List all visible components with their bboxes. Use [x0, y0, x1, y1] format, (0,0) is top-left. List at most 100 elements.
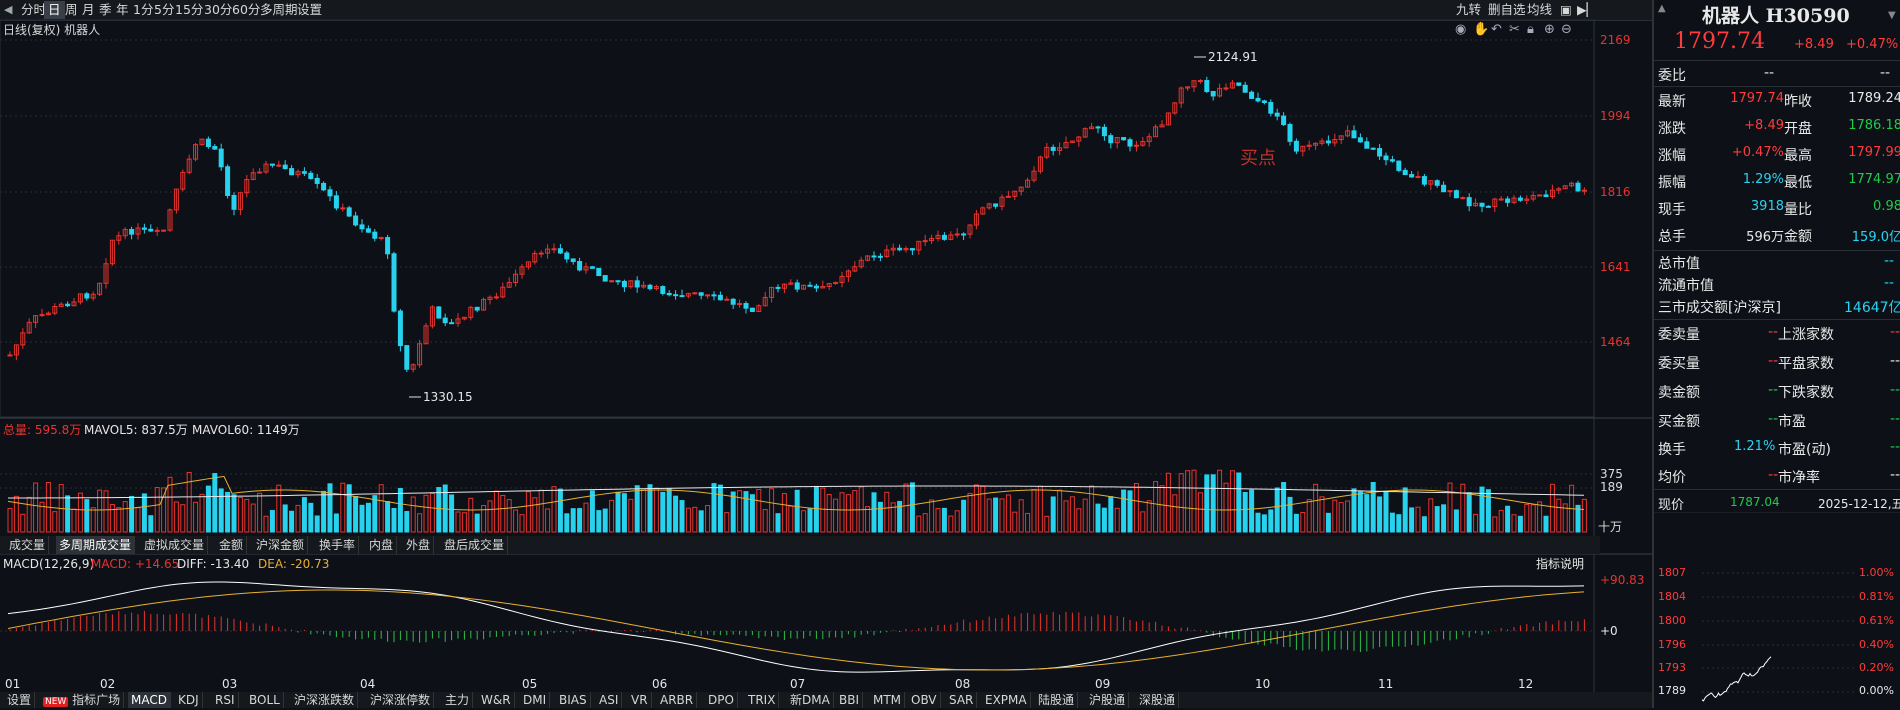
- tab-virtual-volume[interactable]: 虚拟成交量: [141, 536, 209, 554]
- tab-after-hours-volume[interactable]: 盘后成交量: [441, 536, 509, 554]
- triangle-up-icon[interactable]: ▲: [1658, 3, 1666, 14]
- candle-body: [948, 234, 954, 240]
- tab-new-dma[interactable]: 新DMA: [787, 692, 834, 708]
- volume-total-legend: 总量: 595.8万: [3, 423, 81, 437]
- candle-body: [1108, 135, 1114, 144]
- candle-body: [634, 280, 640, 288]
- tab-bbi[interactable]: BBI: [836, 692, 864, 708]
- volume-bar: [39, 501, 45, 533]
- candle-body: [1229, 82, 1235, 89]
- tab-quarterly[interactable]: 季: [99, 2, 112, 17]
- candle-body: [993, 203, 999, 207]
- triangle-down-icon[interactable]: ▼: [1888, 10, 1896, 21]
- zoom-in-icon[interactable]: ⊕: [1544, 22, 1555, 37]
- tab-sar[interactable]: SAR: [946, 692, 978, 708]
- tab-outer[interactable]: 外盘: [403, 536, 435, 554]
- tab-asi[interactable]: ASI: [596, 692, 623, 708]
- tab-sh-connect[interactable]: 沪股通: [1086, 692, 1130, 708]
- tab-30min[interactable]: 30分: [204, 2, 233, 17]
- candle-body: [205, 138, 211, 148]
- volume-indicator-tabs: 成交量 多周期成交量 虚拟成交量 金额 沪深金额 换手率 内盘 外盘 盘后成交量: [0, 536, 1600, 554]
- left-arrow-icon[interactable]: ◀: [4, 3, 13, 16]
- end-arrow-icon[interactable]: ▶▏: [1577, 2, 1597, 17]
- volume-bar: [1396, 514, 1402, 533]
- month-label: 11: [1378, 677, 1393, 691]
- candle-body: [1140, 141, 1146, 146]
- tab-updown-count[interactable]: 沪深涨跌数: [291, 692, 359, 708]
- tab-turnover[interactable]: 换手率: [316, 536, 360, 554]
- tab-hk-connect[interactable]: 陆股通: [1035, 692, 1079, 708]
- tab-macd[interactable]: MACD: [128, 692, 171, 708]
- tab-main-force[interactable]: 主力: [442, 692, 474, 708]
- undo-icon[interactable]: ↶: [1491, 22, 1502, 37]
- candle-body: [1217, 87, 1223, 97]
- tab-fenshi[interactable]: 分时: [21, 2, 47, 17]
- candle-body: [1505, 198, 1511, 203]
- tab-dpo[interactable]: DPO: [705, 692, 738, 708]
- row-label: 最低: [1784, 175, 1812, 191]
- tab-boll[interactable]: BOLL: [246, 692, 284, 708]
- tab-indicator-settings[interactable]: 设置: [4, 692, 36, 708]
- tab-1min[interactable]: 1分: [133, 2, 154, 17]
- stat-value: --: [1890, 439, 1900, 455]
- candle-body: [564, 252, 570, 260]
- volume-bar: [1204, 474, 1210, 533]
- tab-expma[interactable]: EXPMA: [982, 692, 1031, 708]
- tab-monthly[interactable]: 月: [82, 2, 95, 17]
- volume-bar: [717, 484, 723, 533]
- kline-chart-canvas[interactable]: 2169 1994 1816 1641 1464 2124.91 1330.15…: [0, 0, 1652, 708]
- tab-5min[interactable]: 5分: [154, 2, 175, 17]
- tab-bias[interactable]: BIAS: [556, 692, 591, 708]
- zoom-out-icon[interactable]: ⊖: [1561, 22, 1572, 37]
- tab-15min[interactable]: 15分: [175, 2, 204, 17]
- candle-body: [615, 280, 621, 283]
- tab-wr[interactable]: W&R: [478, 692, 515, 708]
- candle-body: [97, 282, 103, 295]
- candle-body: [1255, 97, 1261, 102]
- tab-rsi[interactable]: RSI: [212, 692, 239, 708]
- stat-value: --: [1890, 353, 1900, 369]
- lock-icon[interactable]: 🔒︎: [1527, 22, 1534, 37]
- tab-sz-connect[interactable]: 深股通: [1136, 692, 1180, 708]
- candle-body: [1159, 124, 1165, 128]
- indicator-explain-button[interactable]: 指标说明: [1536, 556, 1584, 571]
- tab-weekly[interactable]: 周: [65, 2, 78, 17]
- tab-inner[interactable]: 内盘: [366, 536, 398, 554]
- candle-body: [852, 266, 858, 272]
- candle-body: [423, 325, 429, 345]
- volume-bar: [884, 491, 890, 533]
- tab-vr[interactable]: VR: [628, 692, 652, 708]
- candle-body: [1018, 186, 1024, 192]
- tab-trix[interactable]: TRIX: [745, 692, 780, 708]
- tab-daily[interactable]: 日: [44, 1, 65, 19]
- tab-60min[interactable]: 60分: [232, 2, 261, 17]
- volume-bar: [961, 499, 967, 533]
- tab-obv[interactable]: OBV: [908, 692, 941, 708]
- window-icon[interactable]: ▣: [1560, 2, 1572, 17]
- scissors-icon[interactable]: ✂: [1509, 22, 1520, 37]
- tab-dmi[interactable]: DMI: [520, 692, 551, 708]
- eye-icon[interactable]: ◉: [1455, 22, 1467, 37]
- settings-button[interactable]: 设置: [297, 2, 323, 17]
- tab-limitup-count[interactable]: 沪深涨停数: [367, 692, 435, 708]
- tab-indicator-plaza[interactable]: NEW 指标广场: [40, 692, 125, 708]
- volume-bar: [711, 483, 717, 533]
- tab-volume[interactable]: 成交量: [6, 536, 50, 554]
- tab-kdj[interactable]: KDJ: [175, 692, 203, 708]
- tab-multi-volume[interactable]: 多周期成交量: [56, 536, 136, 554]
- tab-arbr[interactable]: ARBR: [657, 692, 698, 708]
- tab-yearly[interactable]: 年: [116, 2, 129, 17]
- tab-multi-period[interactable]: 多周期: [260, 2, 298, 17]
- volume-axis-label: 189: [1600, 480, 1623, 494]
- tab-hs-amount[interactable]: 沪深金额: [253, 536, 309, 554]
- mini-intraday-chart[interactable]: [1654, 512, 1900, 708]
- tab-amount[interactable]: 金额: [216, 536, 248, 554]
- jiuzhuan-button[interactable]: 九转: [1456, 2, 1482, 17]
- volume-bar: [1044, 515, 1050, 533]
- volume-bar: [845, 494, 851, 533]
- volume-bar: [749, 494, 755, 533]
- ma-button[interactable]: 均线: [1527, 2, 1553, 17]
- hand-icon[interactable]: ✋: [1473, 22, 1490, 37]
- remove-watchlist-button[interactable]: 删自选: [1488, 2, 1526, 17]
- tab-mtm[interactable]: MTM: [870, 692, 906, 708]
